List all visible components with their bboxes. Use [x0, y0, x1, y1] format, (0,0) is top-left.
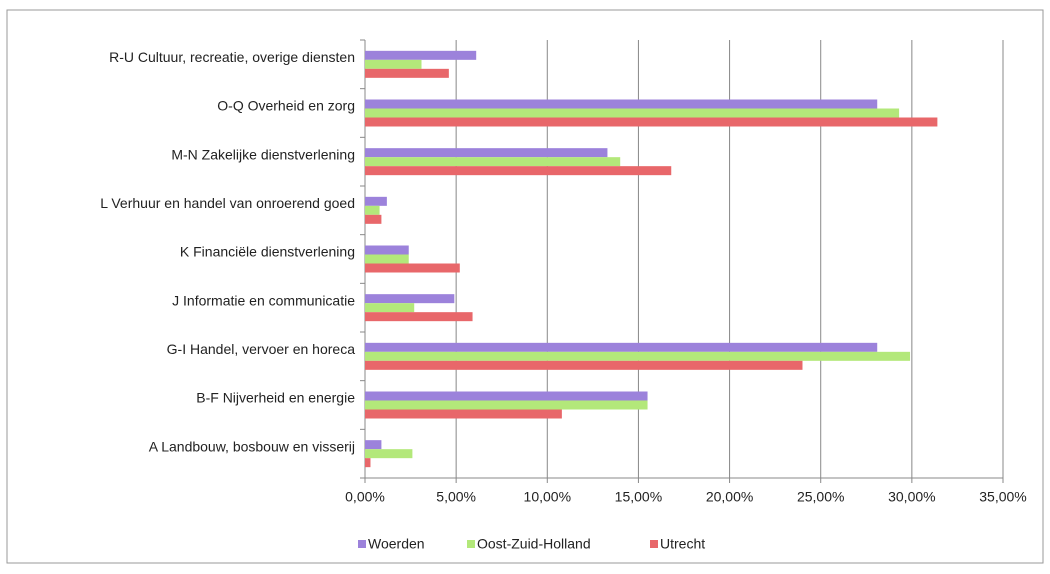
legend-label: Woerden — [368, 536, 425, 552]
bar — [365, 458, 371, 468]
bar — [365, 400, 648, 410]
x-tick-label: 25,00% — [797, 489, 844, 505]
bar — [365, 205, 380, 215]
x-tick-label: 35,00% — [979, 489, 1026, 505]
x-tick-label: 0,00% — [345, 489, 385, 505]
x-tick-label: 15,00% — [615, 489, 662, 505]
y-tick-label: K Financiële dienstverlening — [180, 244, 355, 260]
legend-label: Utrecht — [660, 536, 705, 552]
y-tick-label: G-I Handel, vervoer en horeca — [167, 341, 356, 357]
legend-label: Oost-Zuid-Holland — [477, 536, 591, 552]
bar — [365, 214, 382, 224]
bar — [365, 263, 460, 273]
y-tick-label: O-Q Overheid en zorg — [217, 98, 355, 114]
bar — [365, 440, 382, 450]
y-tick-label: M-N Zakelijke dienstverlening — [171, 146, 355, 162]
bar — [365, 254, 409, 264]
bar — [365, 50, 477, 60]
bar — [365, 409, 562, 419]
bar — [365, 449, 413, 459]
y-tick-label: R-U Cultuur, recreatie, overige diensten — [109, 49, 355, 65]
bar — [365, 245, 409, 255]
x-tick-label: 5,00% — [436, 489, 476, 505]
chart-frame — [6, 9, 1044, 564]
x-tick-label: 10,00% — [524, 489, 571, 505]
bar — [365, 342, 878, 352]
bar — [365, 166, 672, 176]
y-tick-label: L Verhuur en handel van onroerend goed — [100, 195, 355, 211]
x-tick-label: 30,00% — [888, 489, 935, 505]
bar — [365, 303, 415, 313]
bar — [365, 59, 422, 69]
x-tick-label: 20,00% — [706, 489, 753, 505]
bar — [365, 360, 803, 370]
bar — [365, 148, 608, 158]
legend-swatch — [467, 540, 475, 548]
bar — [365, 108, 900, 118]
bar — [365, 99, 878, 109]
bar — [365, 294, 455, 304]
y-tick-label: J Informatie en communicatie — [172, 292, 355, 308]
legend-swatch — [358, 540, 366, 548]
bar — [365, 157, 621, 167]
bar — [365, 351, 911, 361]
y-tick-label: B-F Nijverheid en energie — [196, 390, 355, 406]
bar — [365, 117, 938, 127]
legend-swatch — [650, 540, 658, 548]
bar — [365, 312, 473, 322]
bar — [365, 196, 387, 206]
y-tick-label: A Landbouw, bosbouw en visserij — [149, 438, 355, 454]
bar — [365, 68, 449, 78]
bar — [365, 391, 648, 401]
